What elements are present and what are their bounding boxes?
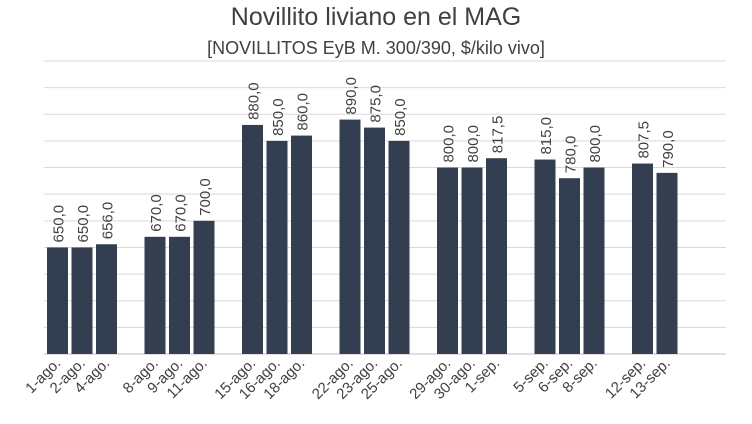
data-label: 650,0 [75,205,92,243]
bar [339,119,361,354]
bar [632,163,653,354]
data-label: 815,0 [538,117,555,155]
bar [144,236,166,354]
bar [96,244,117,354]
data-label: 700,0 [197,178,214,216]
bar [47,247,68,354]
data-label: 890,0 [343,77,360,115]
data-label: 670,0 [173,194,190,232]
bar [437,167,458,354]
data-label: 875,0 [368,85,385,123]
bar [534,159,556,354]
data-label: 650,0 [51,205,68,243]
data-label: 860,0 [295,93,312,131]
bar [291,135,312,354]
chart-subtitle: [NOVILLITOS EyB M. 300/390, $/kilo vivo] [207,38,545,58]
data-label: 800,0 [587,125,604,163]
data-label: 656,0 [100,202,117,240]
bar [71,247,93,354]
data-label: 800,0 [465,125,482,163]
bar [656,172,678,354]
bar [461,167,483,354]
data-label: 807,5 [636,121,653,159]
bar [559,178,580,354]
data-label: 850,0 [270,98,287,136]
data-label: 780,0 [563,136,580,174]
bar [242,124,263,354]
bar [388,140,410,354]
data-label: 880,0 [246,82,263,120]
bar [583,167,605,354]
data-label: 850,0 [392,98,409,136]
data-label: 800,0 [441,125,458,163]
data-label: 817,5 [490,116,507,154]
bar [266,140,288,354]
bar [486,158,507,354]
data-label: 790,0 [660,130,677,168]
bar [169,236,190,354]
bar [193,220,215,354]
data-label: 670,0 [148,194,165,232]
bar [364,127,385,354]
chart-title: Novillito liviano en el MAG [230,3,522,31]
